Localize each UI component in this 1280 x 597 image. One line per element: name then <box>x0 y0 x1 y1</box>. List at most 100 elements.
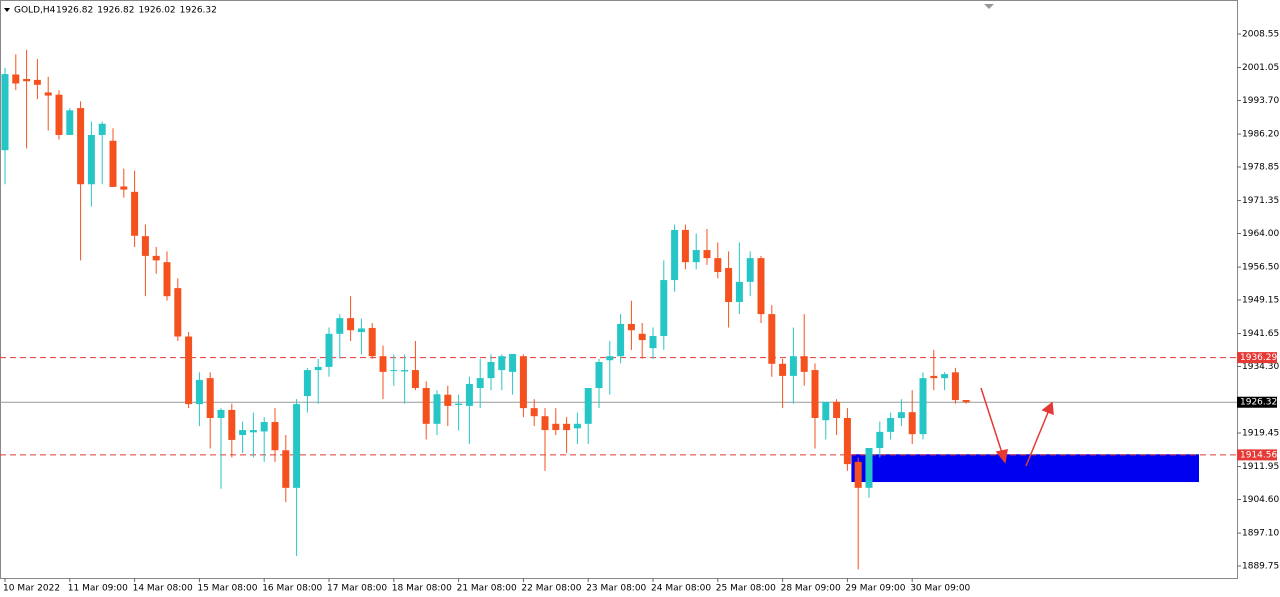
candle-body <box>897 412 905 418</box>
candle-body <box>422 387 430 424</box>
candle-body <box>77 108 85 185</box>
candle-body <box>768 314 776 364</box>
x-tick-label: 15 Mar 08:00 <box>197 584 257 594</box>
candle-body <box>725 267 733 303</box>
candle-body <box>876 431 884 448</box>
arrows <box>980 387 1054 467</box>
candle-body <box>174 288 182 337</box>
layer <box>1 49 970 570</box>
y-tick-label: 2008.55 <box>1242 29 1279 39</box>
candle-body <box>476 378 484 388</box>
candle-body <box>617 323 625 357</box>
y-tick-label: 1911.95 <box>1242 462 1279 472</box>
candle-body <box>649 336 657 349</box>
candle-body <box>206 378 214 418</box>
x-tick-label: 23 Mar 08:00 <box>586 584 646 594</box>
candle-body <box>379 356 387 372</box>
arrow-head <box>995 449 1008 464</box>
plot-frame <box>0 0 1238 579</box>
arrow-head <box>1041 401 1054 416</box>
candle-body <box>789 356 797 376</box>
candle-body <box>941 374 949 379</box>
y-tick-label: 1978.85 <box>1242 162 1279 172</box>
y-tick-label: 1941.65 <box>1242 329 1279 339</box>
y-tick-label: 1971.35 <box>1242 196 1279 206</box>
y-tick-label: 1964.00 <box>1242 229 1279 239</box>
candle-body <box>12 74 20 84</box>
candle-body <box>552 423 560 431</box>
x-tick-label: 10 Mar 2022 <box>3 584 60 594</box>
x-tick-label: 30 Mar 09:00 <box>910 584 970 594</box>
candle-body <box>325 333 333 367</box>
candle-body <box>336 318 344 334</box>
level-label-bg <box>1237 352 1277 364</box>
price-label: 1926.32 <box>1240 398 1277 408</box>
y-tick-label: 1956.50 <box>1242 263 1279 273</box>
menu-arrow[interactable] <box>4 8 10 12</box>
candle-body <box>66 110 74 135</box>
arrow <box>980 387 1004 457</box>
candle-body <box>1 74 9 151</box>
candle-body <box>865 447 873 488</box>
y-tick-label: 2001.05 <box>1242 63 1279 73</box>
candle-body <box>509 353 517 372</box>
candle-body <box>757 258 765 315</box>
x-tick-label: 25 Mar 08:00 <box>716 584 776 594</box>
candle-body <box>444 394 452 406</box>
candle-body <box>465 383 473 406</box>
candle-body <box>530 408 538 417</box>
candle-body <box>98 123 106 135</box>
candle-body <box>109 140 117 187</box>
candle-body <box>811 370 819 418</box>
candle-body <box>163 262 171 297</box>
candle-body <box>293 404 301 488</box>
candle-body <box>930 375 938 379</box>
y-tick-label: 1993.70 <box>1242 96 1279 106</box>
zone <box>851 454 1199 483</box>
candle-body <box>217 409 225 418</box>
price-label-bg <box>1237 396 1277 408</box>
candle-body <box>239 430 247 436</box>
candle-body <box>455 403 463 406</box>
header-values: 1926.82 1926.82 1926.02 1926.32 <box>56 6 217 16</box>
candle-body <box>33 79 41 85</box>
candle-body <box>908 412 916 435</box>
candle-body <box>606 356 614 361</box>
x-tick-label: 17 Mar 08:00 <box>327 584 387 594</box>
candle-body <box>519 356 527 409</box>
candle-body <box>671 229 679 281</box>
candle-body <box>833 401 841 418</box>
candle-body <box>228 409 236 440</box>
x-tick-label: 22 Mar 08:00 <box>521 584 581 594</box>
y-tick-label: 1889.75 <box>1242 561 1279 571</box>
header-value: 1926.32 <box>180 6 217 16</box>
candle-body <box>962 399 970 403</box>
candle-body <box>627 323 635 331</box>
candle-body <box>487 362 495 379</box>
header-value: 1926.82 <box>97 6 134 16</box>
candle-body <box>271 422 279 451</box>
candle-body <box>357 328 365 333</box>
arrow <box>1025 409 1050 467</box>
candle-body <box>390 370 398 372</box>
y-tick-label: 1904.60 <box>1242 495 1279 505</box>
y-tick-label: 1986.20 <box>1242 130 1279 140</box>
y-tick-label: 1949.15 <box>1242 295 1279 305</box>
candle-body <box>692 250 700 263</box>
candle-body <box>185 336 193 405</box>
candle-body <box>433 394 441 424</box>
candle-body <box>368 327 376 357</box>
candle-body <box>541 416 549 431</box>
candle-body <box>87 134 95 185</box>
candle-body <box>584 387 592 424</box>
chart-title: GOLD,H4 <box>14 6 56 16</box>
candle-body <box>260 422 268 432</box>
x-tick-label: 24 Mar 08:00 <box>651 584 711 594</box>
candle-body <box>595 362 603 388</box>
candle-body <box>282 450 290 488</box>
candle-body <box>822 401 830 421</box>
candle-body <box>854 461 862 488</box>
x-tick-label: 28 Mar 09:00 <box>781 584 841 594</box>
candle-body <box>411 370 419 388</box>
